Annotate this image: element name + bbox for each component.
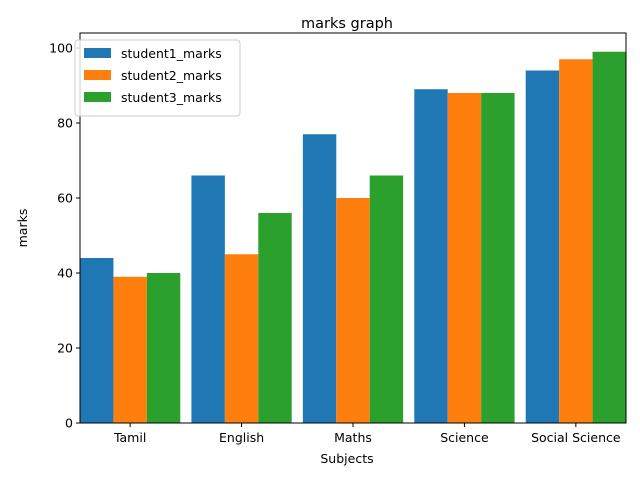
bar-student2_marks-tamil bbox=[113, 276, 147, 423]
bar-student3_marks-english bbox=[258, 213, 292, 423]
x-tick-label: Maths bbox=[334, 430, 372, 445]
y-tick-label: 40 bbox=[57, 266, 73, 281]
bars-group bbox=[80, 51, 626, 423]
bar-student1_marks-social-science bbox=[525, 70, 560, 423]
x-axis: Tamil English Maths Science Social Science bbox=[113, 423, 621, 445]
x-tick-label: Tamil bbox=[113, 430, 146, 445]
y-tick-label: 0 bbox=[65, 416, 73, 431]
bar-student1_marks-english bbox=[191, 175, 225, 423]
legend-frame bbox=[74, 39, 241, 117]
bar-student2_marks-english bbox=[224, 254, 259, 423]
y-tick-label: 20 bbox=[57, 341, 73, 356]
legend-label-student1_marks: student1_marks bbox=[121, 46, 222, 61]
legend: student1_marks student2_marks student3_mar… bbox=[74, 39, 241, 117]
x-axis-label: Subjects bbox=[320, 451, 373, 466]
bar-student3_marks-social-science bbox=[592, 51, 626, 423]
y-tick-label: 60 bbox=[57, 191, 73, 206]
y-axis: 0 20 40 60 80 100 bbox=[49, 41, 80, 431]
bar-student2_marks-maths bbox=[336, 198, 370, 423]
chart-title: marks graph bbox=[301, 16, 393, 32]
legend-label-student2_marks: student2_marks bbox=[121, 68, 222, 83]
legend-swatch-student1_marks bbox=[84, 48, 111, 58]
y-axis-label: marks bbox=[15, 209, 30, 248]
legend-swatch-student3_marks bbox=[84, 92, 111, 102]
legend-swatch-student2_marks bbox=[84, 70, 111, 80]
bar-student1_marks-science bbox=[414, 89, 448, 423]
bar-student1_marks-tamil bbox=[80, 258, 114, 423]
bar-student2_marks-social-science bbox=[559, 59, 593, 423]
y-tick-label: 80 bbox=[57, 116, 73, 131]
bar-student3_marks-science bbox=[481, 93, 515, 423]
y-tick-label: 100 bbox=[49, 41, 73, 56]
x-tick-label: Social Science bbox=[531, 430, 621, 445]
bar-student1_marks-maths bbox=[302, 134, 337, 423]
bar-student3_marks-maths bbox=[369, 175, 404, 423]
bar-student3_marks-tamil bbox=[146, 273, 181, 423]
x-tick-label: English bbox=[219, 430, 264, 445]
x-tick-label: Science bbox=[440, 430, 489, 445]
legend-label-student3_marks: student3_marks bbox=[121, 90, 222, 105]
bar-student2_marks-science bbox=[447, 93, 482, 423]
